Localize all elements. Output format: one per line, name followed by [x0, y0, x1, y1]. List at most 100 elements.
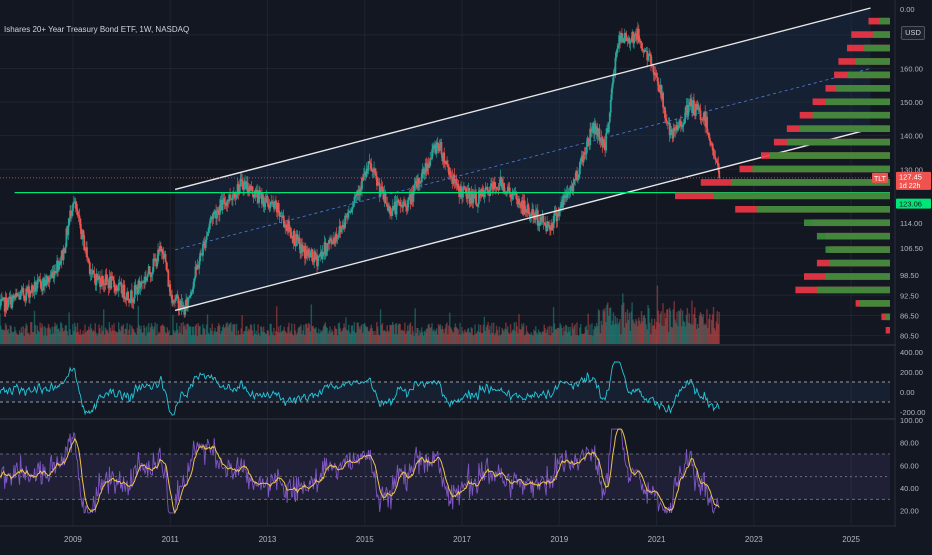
candle — [339, 221, 342, 239]
candle — [361, 173, 364, 182]
candle-body — [592, 123, 594, 131]
candle-body — [301, 244, 303, 252]
volume-bar — [219, 333, 222, 344]
volume-bar — [172, 314, 174, 344]
volume-bar — [537, 329, 540, 344]
volume-bar — [39, 322, 41, 344]
currency-button[interactable]: USD — [901, 26, 925, 40]
candle-body — [266, 196, 269, 204]
candle — [693, 93, 695, 116]
volume-bar — [139, 328, 141, 344]
candle — [706, 111, 708, 136]
volume-bar — [193, 335, 196, 344]
candle — [550, 218, 553, 231]
candle — [385, 196, 388, 208]
volume-bar — [426, 328, 429, 344]
candle — [353, 193, 356, 207]
volume-bar — [528, 333, 530, 344]
volume-bar — [256, 334, 258, 344]
volume-bar — [410, 334, 413, 344]
symbol-title[interactable]: Ishares 20+ Year Treasury Bond ETF, 1W, … — [4, 25, 190, 34]
volume-bar — [314, 328, 316, 344]
candle-body — [669, 129, 672, 136]
candle-body — [678, 125, 680, 129]
volume-bar — [639, 323, 642, 344]
volume-bar — [248, 330, 251, 344]
candle — [203, 236, 206, 250]
candle-body — [437, 144, 440, 151]
candle-body — [200, 253, 202, 255]
candle-body — [107, 281, 110, 289]
candle — [66, 225, 69, 239]
volume-bar — [175, 322, 178, 344]
volume-bar — [232, 324, 234, 344]
candle — [246, 176, 248, 192]
candle — [20, 285, 23, 297]
volume-bar — [10, 326, 12, 344]
volume-bar — [552, 307, 555, 344]
volume-bar — [551, 332, 554, 344]
candle — [134, 279, 137, 295]
candle-body — [51, 271, 54, 274]
candle — [457, 179, 460, 192]
candle — [689, 94, 692, 111]
volume-bar — [716, 311, 718, 344]
candle — [338, 218, 341, 238]
candle — [256, 184, 259, 205]
volume-bar — [367, 331, 370, 344]
candle-body — [313, 251, 316, 263]
candle — [51, 265, 54, 279]
candle-body — [325, 251, 328, 256]
candle — [543, 222, 546, 226]
candle — [125, 293, 128, 307]
candle-body — [249, 185, 252, 191]
candle-body — [77, 215, 80, 217]
volume-bar — [169, 335, 171, 344]
candle — [336, 237, 339, 245]
volume-bar — [457, 329, 459, 344]
candle-body — [202, 243, 204, 256]
candle — [599, 139, 602, 148]
candle — [459, 184, 462, 199]
candle-body — [286, 225, 289, 232]
candle-body — [113, 280, 116, 288]
candle — [181, 297, 184, 312]
candle — [607, 122, 610, 135]
candle-body — [1, 297, 4, 301]
volume-bar — [527, 332, 530, 344]
volume-bar — [268, 335, 270, 344]
volume-bar — [635, 318, 637, 344]
volume-bar — [655, 321, 658, 344]
candle — [205, 231, 208, 243]
candle-body — [167, 270, 170, 287]
candle-body — [141, 281, 144, 283]
candle-body — [601, 137, 604, 147]
candle — [632, 31, 635, 48]
candle — [463, 185, 466, 191]
candle-body — [676, 125, 679, 131]
candle — [95, 268, 98, 291]
volume-bar — [613, 324, 616, 344]
volume-bar — [52, 333, 54, 344]
candle-body — [165, 261, 168, 270]
candle — [21, 286, 24, 294]
candle-body — [383, 191, 386, 200]
volume-bar — [305, 324, 308, 344]
candle — [573, 179, 576, 186]
volume-bar — [281, 330, 284, 344]
candle — [477, 187, 480, 208]
candle-body — [93, 273, 96, 278]
price-axis-tick: 80.50 — [900, 332, 919, 341]
candle-body — [44, 280, 47, 286]
candle-body — [711, 143, 714, 151]
candle — [536, 203, 539, 231]
candle — [444, 160, 447, 171]
candle — [141, 280, 144, 290]
volume-bar — [350, 325, 353, 344]
volume-bar — [156, 323, 158, 344]
candle — [82, 229, 85, 239]
candle — [668, 117, 671, 142]
candle-body — [680, 126, 683, 128]
